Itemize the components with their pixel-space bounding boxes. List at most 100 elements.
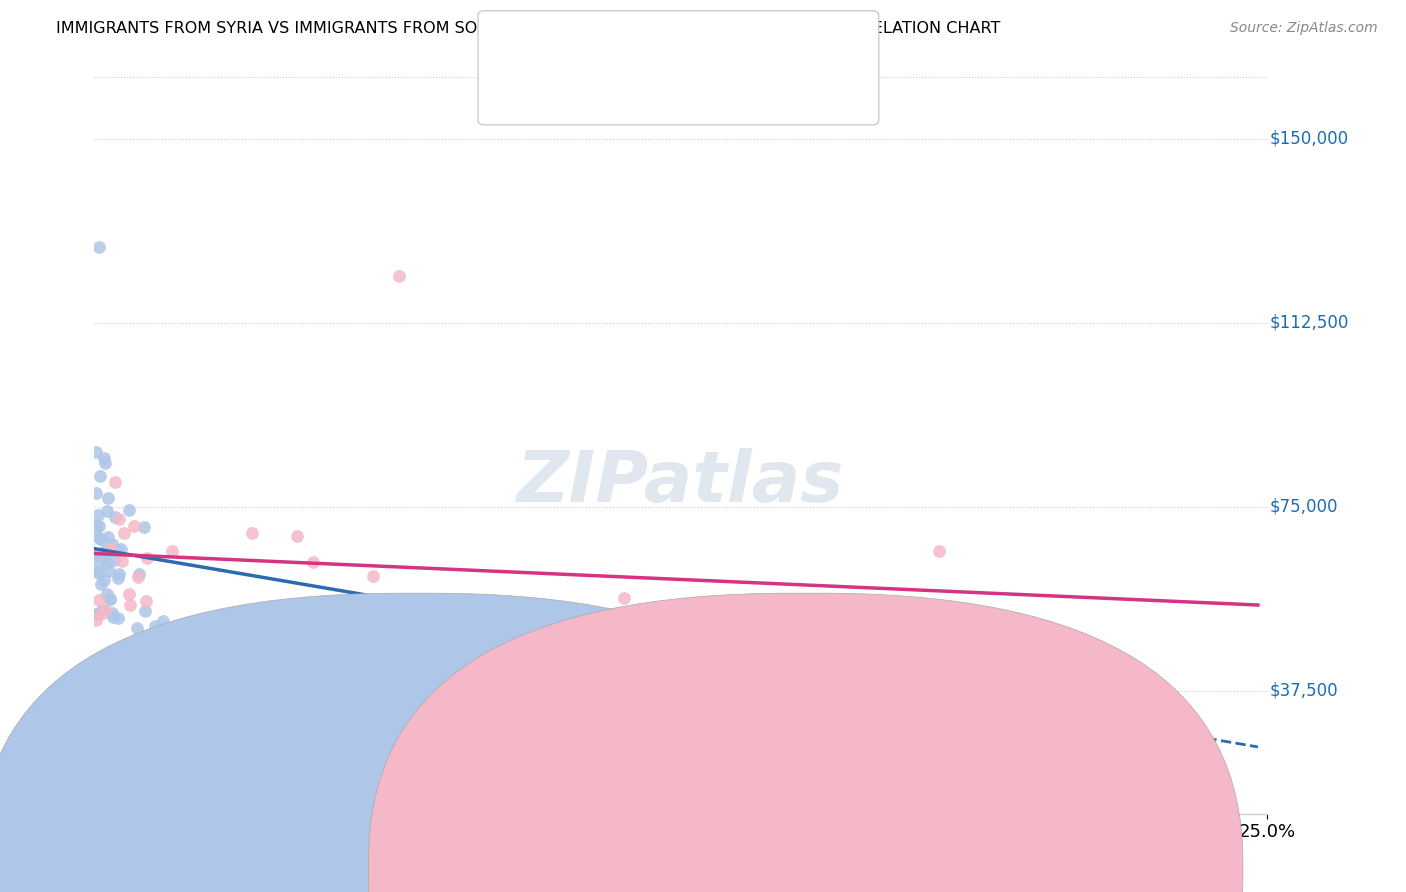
Point <box>93 573 115 587</box>
Text: Source: ZipAtlas.com: Source: ZipAtlas.com <box>1230 21 1378 35</box>
Point <box>749 679 772 693</box>
Point <box>101 537 124 551</box>
Point <box>103 553 125 567</box>
Point <box>86 607 108 622</box>
Point <box>104 475 127 490</box>
Point <box>93 544 115 558</box>
Point <box>91 533 114 548</box>
Point <box>377 612 399 626</box>
Text: N =: N = <box>710 82 747 100</box>
Point <box>388 269 411 284</box>
Point <box>94 456 117 470</box>
Point <box>136 550 159 565</box>
Point <box>97 491 120 506</box>
Text: R =: R = <box>543 35 579 53</box>
Point <box>84 517 107 532</box>
Text: N =: N = <box>710 35 747 53</box>
FancyBboxPatch shape <box>377 41 647 142</box>
Point <box>103 610 125 624</box>
Point <box>122 519 145 533</box>
Point <box>90 607 112 621</box>
Point <box>117 637 139 651</box>
Point <box>613 591 636 606</box>
Point <box>97 530 120 544</box>
Point <box>887 608 910 623</box>
Point <box>127 621 149 635</box>
Text: ZIPatlas: ZIPatlas <box>517 448 844 516</box>
Text: $37,500: $37,500 <box>1270 681 1339 700</box>
Point <box>84 613 107 627</box>
FancyBboxPatch shape <box>377 0 647 95</box>
Point <box>107 571 129 585</box>
Point <box>86 560 108 574</box>
Point <box>928 544 950 558</box>
Point <box>361 568 384 582</box>
Point <box>135 594 157 608</box>
Point <box>108 511 131 525</box>
Text: -0.264: -0.264 <box>602 35 661 53</box>
Point <box>110 554 132 568</box>
Point <box>86 566 108 580</box>
Point <box>93 548 115 562</box>
Point <box>98 591 121 606</box>
Text: $150,000: $150,000 <box>1270 130 1348 148</box>
Text: R =: R = <box>543 82 579 100</box>
Point <box>84 444 107 458</box>
Point <box>94 552 117 566</box>
Point <box>956 614 979 628</box>
Text: IMMIGRANTS FROM SYRIA VS IMMIGRANTS FROM SOUTHERN EUROPE MEDIAN MALE EARNINGS CO: IMMIGRANTS FROM SYRIA VS IMMIGRANTS FROM… <box>56 21 1001 36</box>
Point <box>89 469 111 483</box>
Point <box>96 504 118 518</box>
Point <box>132 520 155 534</box>
Text: 31: 31 <box>768 82 790 100</box>
Text: $75,000: $75,000 <box>1270 498 1339 516</box>
Point <box>128 570 150 584</box>
Text: 57: 57 <box>768 35 790 53</box>
Point <box>134 604 156 618</box>
Point <box>87 519 110 533</box>
Point <box>150 637 173 651</box>
Point <box>180 617 202 632</box>
Point <box>89 577 111 591</box>
Point <box>107 567 129 582</box>
Point <box>84 549 107 564</box>
Point <box>96 556 118 570</box>
Point <box>97 565 120 579</box>
Point <box>84 486 107 500</box>
Point <box>86 508 108 523</box>
Point <box>186 635 208 649</box>
Point <box>162 544 184 558</box>
Point <box>118 502 141 516</box>
Point <box>84 528 107 542</box>
Point <box>100 607 122 621</box>
Point <box>96 587 118 601</box>
Point <box>1066 711 1088 725</box>
Point <box>91 603 114 617</box>
Point <box>107 611 129 625</box>
Point <box>869 652 891 666</box>
Point <box>240 525 263 540</box>
Point <box>87 240 110 254</box>
Point <box>93 451 115 466</box>
Point <box>302 555 325 569</box>
Point <box>191 643 214 657</box>
Point <box>681 615 703 630</box>
Text: -0.195: -0.195 <box>602 82 661 100</box>
Text: Immigrants from Southern Europe: Immigrants from Southern Europe <box>779 861 1063 879</box>
Point <box>118 598 141 612</box>
Point <box>152 615 174 629</box>
Point <box>100 541 122 556</box>
Point <box>94 603 117 617</box>
Point <box>87 531 110 545</box>
Point <box>98 592 121 607</box>
Point <box>112 525 135 540</box>
Text: Immigrants from Syria: Immigrants from Syria <box>449 861 634 879</box>
Point <box>287 529 309 543</box>
Point <box>146 639 169 653</box>
Point <box>104 509 127 524</box>
Point <box>89 566 111 581</box>
Point <box>84 548 107 562</box>
Point <box>974 633 997 648</box>
Point <box>105 543 128 558</box>
Point <box>143 619 166 633</box>
